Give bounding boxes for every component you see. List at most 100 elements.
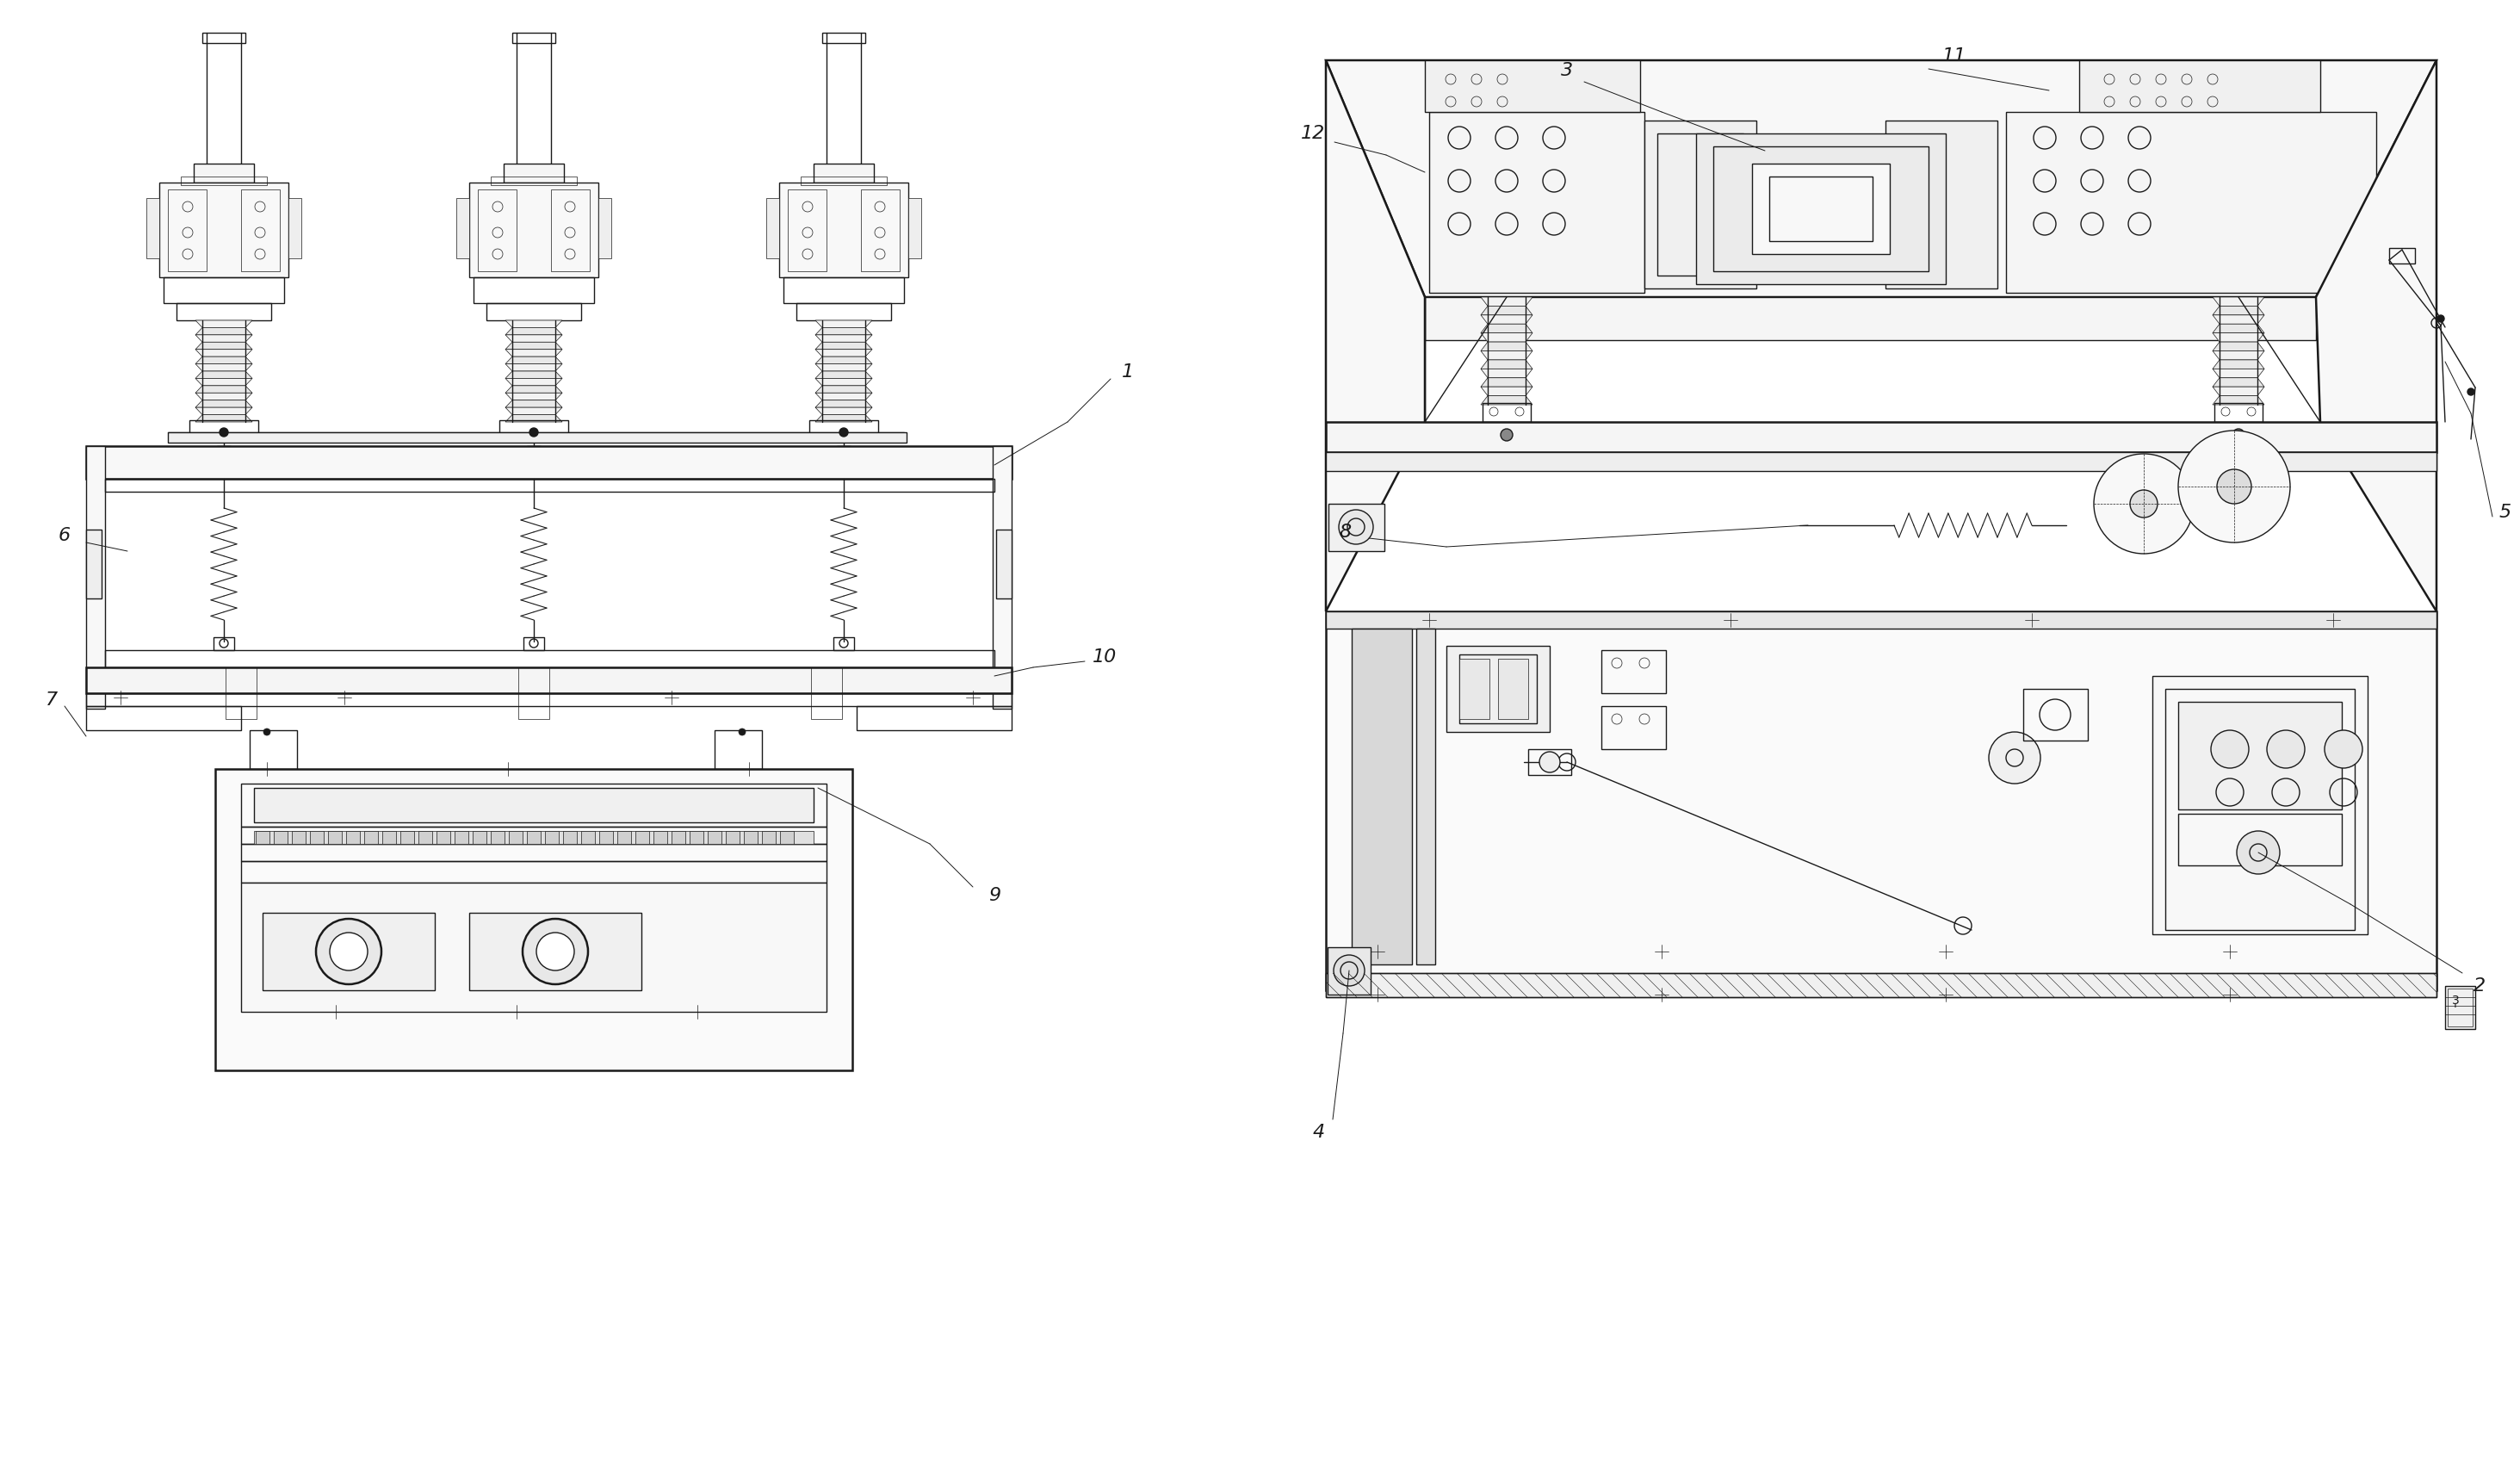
Text: 10: 10: [1094, 648, 1116, 666]
Polygon shape: [1482, 369, 1532, 377]
Bar: [227, 667, 257, 718]
Bar: [2177, 702, 2341, 810]
Bar: [512, 32, 554, 44]
Bar: [255, 830, 814, 844]
Polygon shape: [507, 386, 562, 393]
Polygon shape: [197, 342, 252, 350]
Bar: [527, 446, 542, 456]
Polygon shape: [2316, 60, 2437, 612]
Bar: [1429, 112, 1646, 293]
Bar: [1600, 650, 1666, 694]
Bar: [249, 730, 297, 769]
Bar: [401, 830, 413, 844]
Text: 7: 7: [45, 692, 58, 708]
Bar: [242, 826, 827, 844]
Bar: [789, 189, 827, 271]
Bar: [1328, 947, 1371, 995]
Bar: [524, 637, 544, 650]
Circle shape: [315, 919, 381, 985]
Circle shape: [2218, 469, 2250, 504]
Circle shape: [1988, 731, 2041, 784]
Bar: [766, 198, 779, 258]
Bar: [2215, 404, 2263, 423]
Polygon shape: [1482, 377, 1532, 386]
Circle shape: [1540, 752, 1560, 772]
Bar: [1446, 645, 1550, 731]
Bar: [597, 198, 612, 258]
Bar: [242, 784, 827, 826]
Polygon shape: [197, 401, 252, 408]
Circle shape: [2177, 431, 2291, 542]
Bar: [1326, 973, 2437, 997]
Bar: [781, 830, 794, 844]
Bar: [106, 650, 995, 667]
Polygon shape: [816, 379, 872, 386]
Polygon shape: [2213, 351, 2265, 360]
Bar: [214, 637, 234, 650]
Bar: [169, 189, 207, 271]
Polygon shape: [816, 364, 872, 372]
Bar: [2444, 986, 2475, 1029]
Polygon shape: [507, 401, 562, 408]
Bar: [726, 830, 738, 844]
Bar: [600, 830, 612, 844]
Bar: [1696, 134, 1945, 284]
Polygon shape: [1482, 306, 1532, 315]
Polygon shape: [507, 328, 562, 335]
Bar: [474, 830, 486, 844]
Bar: [743, 830, 759, 844]
Bar: [2079, 60, 2321, 112]
Bar: [834, 637, 854, 650]
Polygon shape: [2213, 396, 2265, 405]
Bar: [146, 198, 159, 258]
Polygon shape: [2213, 323, 2265, 334]
Text: 2: 2: [2475, 978, 2485, 995]
Polygon shape: [2213, 369, 2265, 377]
Polygon shape: [1482, 297, 1532, 306]
Bar: [292, 830, 305, 844]
Circle shape: [1499, 428, 1512, 441]
Bar: [617, 830, 630, 844]
Bar: [862, 189, 900, 271]
Circle shape: [265, 728, 270, 736]
Circle shape: [529, 428, 539, 437]
Circle shape: [2233, 428, 2245, 441]
Polygon shape: [816, 386, 872, 393]
Text: 3: 3: [1560, 63, 1572, 79]
Bar: [653, 830, 668, 844]
Polygon shape: [507, 321, 562, 328]
Bar: [86, 707, 242, 730]
Bar: [995, 529, 1011, 599]
Bar: [801, 176, 887, 185]
Polygon shape: [816, 350, 872, 357]
Bar: [287, 198, 302, 258]
Polygon shape: [197, 393, 252, 401]
Polygon shape: [816, 393, 872, 401]
Bar: [993, 446, 1011, 708]
Bar: [469, 182, 597, 277]
Bar: [491, 176, 577, 185]
Polygon shape: [816, 321, 872, 328]
Polygon shape: [816, 328, 872, 335]
Polygon shape: [2213, 334, 2265, 342]
Polygon shape: [1326, 60, 2437, 297]
Bar: [255, 788, 814, 822]
Polygon shape: [197, 372, 252, 379]
Bar: [1658, 134, 1744, 275]
Bar: [164, 277, 285, 303]
Polygon shape: [197, 328, 252, 335]
Bar: [328, 830, 343, 844]
Bar: [716, 730, 761, 769]
Bar: [761, 830, 776, 844]
Bar: [670, 830, 685, 844]
Bar: [811, 667, 842, 718]
Bar: [1459, 659, 1489, 718]
Bar: [1326, 612, 2437, 628]
Bar: [504, 163, 564, 182]
Bar: [242, 861, 827, 883]
Polygon shape: [197, 335, 252, 342]
Bar: [106, 479, 995, 491]
Polygon shape: [2213, 297, 2265, 306]
Text: ': ': [2454, 1004, 2457, 1016]
Bar: [86, 446, 106, 708]
